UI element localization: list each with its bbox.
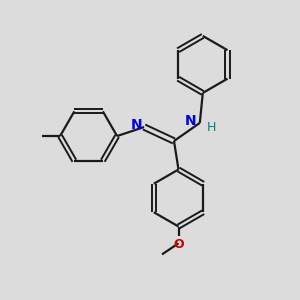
Text: O: O — [173, 238, 184, 251]
Text: H: H — [206, 121, 216, 134]
Text: N: N — [131, 118, 142, 132]
Text: N: N — [184, 113, 196, 128]
